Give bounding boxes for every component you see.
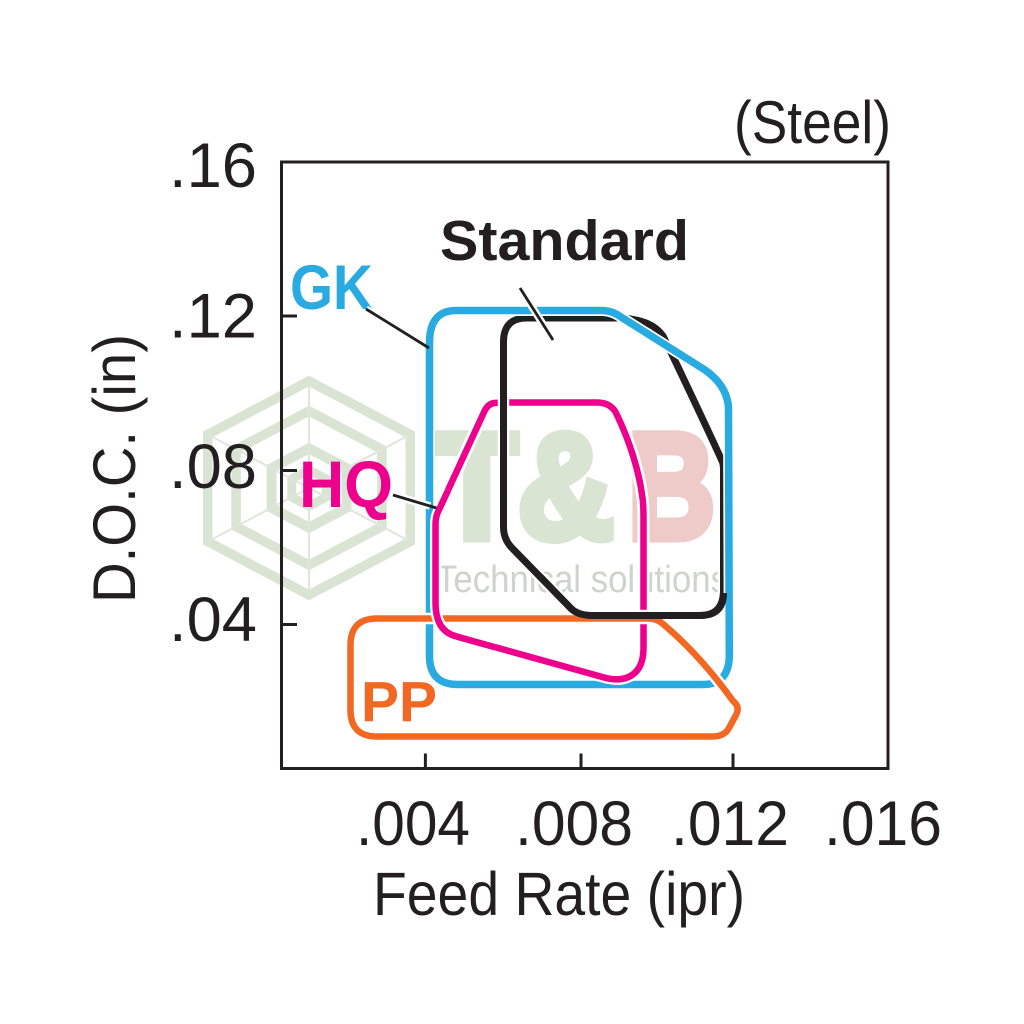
svg-text:.08: .08	[169, 432, 257, 502]
svg-text:Feed Rate (ipr): Feed Rate (ipr)	[373, 860, 745, 928]
svg-text:Standard: Standard	[440, 209, 689, 273]
svg-text:.04: .04	[169, 585, 257, 655]
svg-text:GK: GK	[290, 253, 373, 323]
svg-text:.008: .008	[515, 789, 633, 859]
svg-text:Technical solutions: Technical solutions	[436, 559, 728, 601]
svg-text:.004: .004	[356, 789, 470, 859]
svg-text:(Steel): (Steel)	[734, 89, 891, 156]
svg-text:.12: .12	[169, 282, 257, 352]
svg-text:PP: PP	[361, 670, 437, 734]
svg-text:HQ: HQ	[299, 447, 393, 521]
svg-text:D.O.C. (in): D.O.C. (in)	[81, 334, 148, 603]
svg-text:.012: .012	[671, 789, 789, 859]
svg-text:.16: .16	[169, 131, 257, 201]
svg-text:T&: T&	[436, 402, 614, 570]
svg-text:.016: .016	[824, 789, 942, 859]
